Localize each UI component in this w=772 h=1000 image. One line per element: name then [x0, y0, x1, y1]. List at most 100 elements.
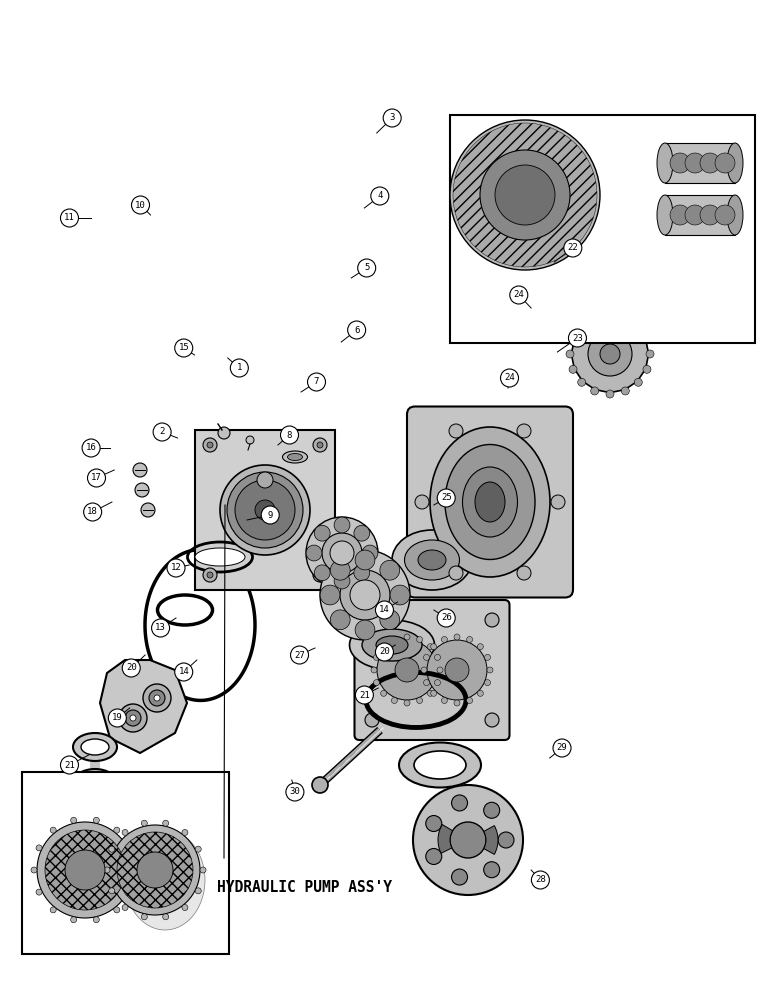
Circle shape [235, 480, 295, 540]
Circle shape [365, 613, 379, 627]
Ellipse shape [81, 775, 109, 791]
Circle shape [449, 566, 463, 580]
Circle shape [477, 644, 483, 650]
Text: 11: 11 [64, 214, 75, 223]
Circle shape [428, 644, 433, 650]
Circle shape [371, 667, 377, 673]
Bar [195, 430, 335, 590]
Text: 2: 2 [160, 427, 164, 436]
Circle shape [330, 541, 354, 565]
Circle shape [466, 637, 472, 643]
Circle shape [450, 822, 486, 858]
Circle shape [122, 829, 128, 835]
Circle shape [452, 795, 468, 811]
Circle shape [588, 332, 632, 376]
Ellipse shape [709, 234, 727, 262]
Circle shape [182, 905, 188, 911]
Circle shape [404, 700, 410, 706]
Circle shape [109, 888, 115, 894]
Circle shape [569, 285, 577, 293]
Ellipse shape [727, 143, 743, 183]
Circle shape [135, 483, 149, 497]
Ellipse shape [608, 312, 611, 317]
Ellipse shape [603, 285, 621, 315]
Circle shape [153, 423, 171, 441]
Circle shape [334, 573, 350, 589]
Circle shape [484, 862, 499, 878]
Circle shape [200, 867, 206, 873]
Ellipse shape [657, 195, 673, 235]
Circle shape [442, 637, 447, 643]
Circle shape [391, 637, 398, 643]
Text: 8: 8 [287, 430, 292, 440]
Circle shape [454, 700, 460, 706]
Circle shape [203, 568, 217, 582]
Ellipse shape [445, 444, 535, 560]
Circle shape [163, 914, 168, 920]
Bar [450, 115, 755, 343]
Circle shape [431, 690, 437, 696]
Circle shape [60, 756, 79, 774]
Circle shape [163, 820, 168, 826]
Ellipse shape [608, 283, 611, 288]
Text: 23: 23 [572, 334, 583, 343]
Circle shape [133, 867, 139, 873]
Bar [90, 757, 100, 773]
Circle shape [569, 365, 577, 373]
Circle shape [485, 680, 490, 686]
Circle shape [485, 713, 499, 727]
Text: 9: 9 [268, 510, 273, 520]
Circle shape [715, 153, 735, 173]
Bar [665, 195, 735, 235]
Ellipse shape [125, 830, 205, 930]
Circle shape [700, 205, 720, 225]
Circle shape [71, 817, 76, 823]
Ellipse shape [598, 298, 602, 302]
Circle shape [413, 785, 523, 895]
Circle shape [588, 252, 632, 296]
Circle shape [113, 827, 120, 833]
Circle shape [330, 610, 350, 630]
Text: 12: 12 [171, 563, 181, 572]
Circle shape [500, 369, 519, 387]
Circle shape [564, 239, 582, 257]
Ellipse shape [430, 427, 550, 577]
Circle shape [220, 465, 310, 555]
Circle shape [83, 503, 102, 521]
Circle shape [428, 690, 433, 696]
Circle shape [442, 697, 447, 703]
Ellipse shape [727, 195, 743, 235]
Ellipse shape [283, 451, 307, 463]
Circle shape [355, 620, 375, 640]
Ellipse shape [405, 540, 459, 580]
Circle shape [621, 307, 629, 315]
Circle shape [591, 233, 599, 241]
Circle shape [149, 690, 165, 706]
Circle shape [306, 517, 378, 589]
Circle shape [167, 559, 185, 577]
Circle shape [71, 917, 76, 923]
Circle shape [646, 350, 654, 358]
Ellipse shape [73, 733, 117, 761]
Ellipse shape [618, 286, 621, 291]
Circle shape [417, 637, 422, 643]
Circle shape [551, 495, 565, 509]
Circle shape [600, 344, 620, 364]
Circle shape [445, 658, 469, 682]
Circle shape [182, 829, 188, 835]
Circle shape [374, 680, 380, 686]
Ellipse shape [414, 751, 466, 779]
Circle shape [174, 663, 193, 681]
Circle shape [477, 690, 483, 696]
Circle shape [517, 424, 531, 438]
Ellipse shape [613, 312, 617, 317]
Circle shape [591, 313, 599, 321]
Circle shape [621, 313, 629, 321]
Circle shape [591, 307, 599, 315]
Circle shape [480, 150, 570, 240]
Circle shape [606, 310, 614, 318]
Circle shape [174, 339, 193, 357]
Text: 6: 6 [354, 326, 359, 335]
Circle shape [390, 585, 410, 605]
Circle shape [377, 640, 437, 700]
